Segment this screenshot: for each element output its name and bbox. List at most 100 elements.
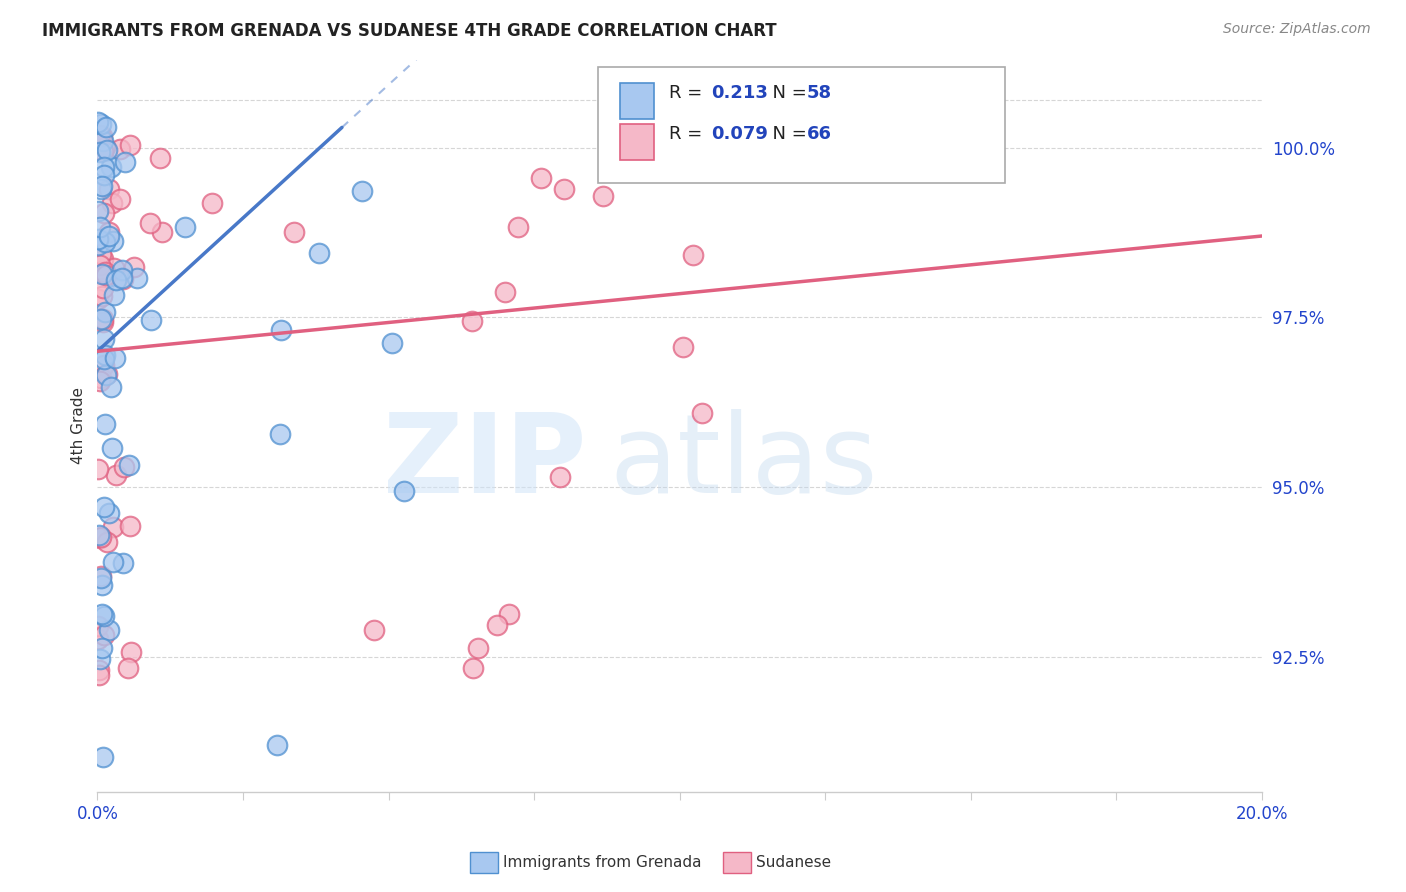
Point: [100, 160, 122, 174]
Point: [461, 314, 484, 328]
Point: [91, 252, 114, 266]
Point: [96, 367, 118, 381]
Text: ZIP: ZIP: [384, 409, 586, 516]
Point: [308, 245, 330, 260]
Point: [91, 144, 114, 158]
Point: [111, 271, 134, 285]
Point: [93, 500, 115, 514]
Point: [91, 128, 114, 143]
Text: Sudanese: Sudanese: [756, 855, 831, 870]
Point: [672, 340, 695, 354]
Point: [352, 184, 374, 198]
Point: [91, 607, 114, 621]
Point: [89, 145, 111, 159]
Text: R =: R =: [669, 84, 709, 102]
Point: [283, 225, 305, 239]
Point: [93, 609, 115, 624]
Text: 58: 58: [807, 84, 832, 102]
Point: [89, 219, 111, 234]
Point: [96, 268, 118, 282]
Point: [112, 272, 135, 286]
Point: [93, 161, 115, 175]
Point: [97, 229, 120, 244]
Point: [94, 265, 117, 279]
Point: [363, 624, 385, 638]
Point: [93, 168, 115, 182]
Point: [91, 267, 114, 281]
Point: [149, 151, 172, 165]
Point: [506, 219, 529, 234]
Point: [89, 374, 111, 388]
Point: [498, 607, 520, 621]
Point: [486, 617, 509, 632]
Point: [118, 458, 141, 472]
Point: [101, 442, 124, 456]
Point: [93, 311, 115, 326]
Point: [111, 262, 134, 277]
Text: N =: N =: [761, 84, 813, 102]
Point: [93, 305, 115, 319]
Text: 0.079: 0.079: [711, 125, 768, 143]
Text: atlas: atlas: [610, 409, 879, 516]
Point: [89, 258, 111, 272]
Point: [87, 292, 110, 306]
Point: [117, 661, 139, 675]
Point: [96, 143, 118, 157]
Point: [103, 235, 125, 249]
Point: [90, 371, 112, 385]
Y-axis label: 4th Grade: 4th Grade: [72, 387, 86, 465]
Point: [87, 115, 110, 129]
Text: IMMIGRANTS FROM GRENADA VS SUDANESE 4TH GRADE CORRELATION CHART: IMMIGRANTS FROM GRENADA VS SUDANESE 4TH …: [42, 22, 776, 40]
Point: [89, 531, 111, 545]
Point: [111, 557, 134, 571]
Point: [93, 351, 115, 366]
Point: [100, 196, 122, 211]
Point: [105, 467, 128, 482]
Point: [266, 738, 288, 752]
Point: [89, 651, 111, 665]
Point: [101, 555, 124, 569]
Point: [494, 285, 516, 299]
Point: [90, 246, 112, 260]
Point: [93, 628, 115, 642]
Point: [97, 182, 120, 196]
Text: Immigrants from Grenada: Immigrants from Grenada: [503, 855, 702, 870]
Point: [90, 182, 112, 196]
Point: [270, 323, 292, 337]
Point: [91, 749, 114, 764]
Point: [103, 261, 125, 276]
Point: [104, 351, 127, 365]
Point: [122, 260, 145, 275]
Point: [548, 470, 571, 484]
Point: [108, 192, 131, 206]
Point: [174, 220, 197, 235]
Point: [93, 235, 115, 249]
Point: [93, 332, 115, 346]
Point: [690, 406, 713, 420]
Point: [87, 203, 110, 218]
Point: [90, 569, 112, 583]
Point: [114, 155, 136, 169]
Point: [150, 225, 173, 239]
Point: [120, 138, 142, 153]
Point: [94, 349, 117, 363]
Point: [90, 118, 112, 132]
Point: [682, 248, 704, 262]
Point: [90, 571, 112, 585]
Point: [91, 179, 114, 194]
Point: [94, 140, 117, 154]
Point: [89, 264, 111, 278]
Point: [87, 232, 110, 246]
Text: R =: R =: [669, 125, 709, 143]
Point: [87, 238, 110, 252]
Text: 66: 66: [807, 125, 832, 143]
Point: [467, 641, 489, 656]
Point: [103, 288, 125, 302]
Point: [96, 535, 118, 549]
Point: [97, 506, 120, 520]
Point: [463, 661, 485, 675]
Point: [98, 623, 121, 637]
Point: [91, 578, 114, 592]
Point: [90, 311, 112, 326]
Point: [96, 120, 118, 134]
